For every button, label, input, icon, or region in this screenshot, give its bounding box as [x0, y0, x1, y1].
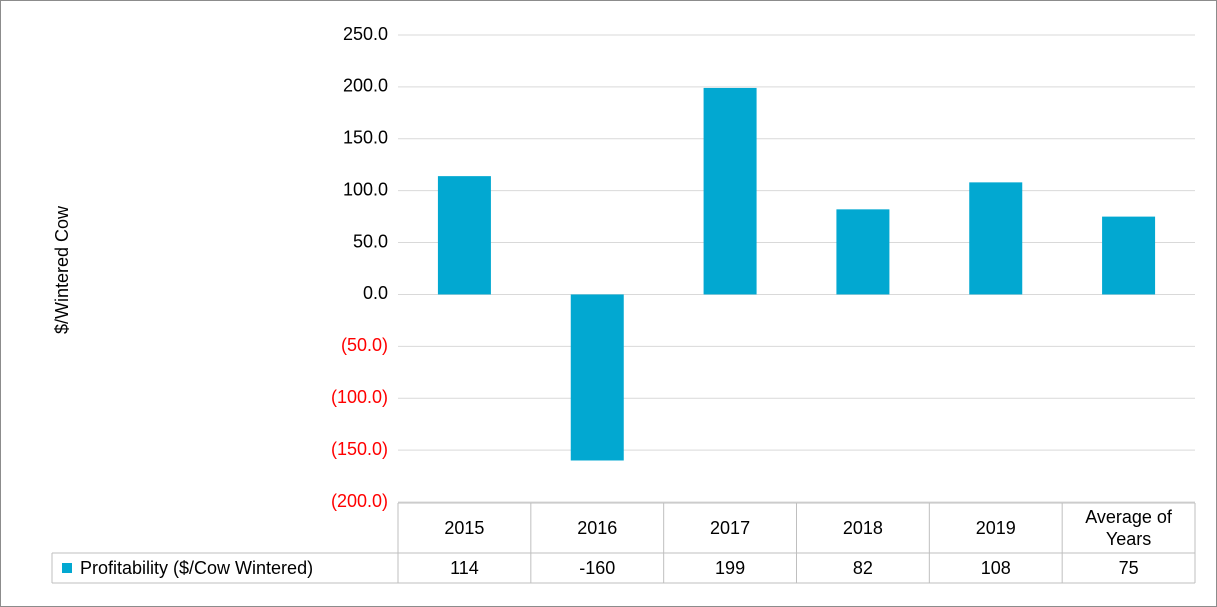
category-cell: Average of Years [1062, 503, 1195, 553]
category-cell-box: 2019 [929, 503, 1062, 553]
x-tick-label: 2015 [444, 518, 485, 538]
y-axis-title: $/Wintered Cow [52, 205, 72, 334]
y-tick-label: 200.0 [343, 76, 388, 96]
category-cell: 2015 [398, 503, 531, 553]
category-cell-box: 2017 [664, 503, 797, 553]
category-cell: 2018 [797, 503, 930, 553]
x-tick-label: Average of Years [1085, 507, 1172, 549]
y-tick-label: (100.0) [331, 387, 388, 407]
table-value: -160 [579, 558, 615, 578]
table-value: 75 [1119, 558, 1139, 578]
bar [570, 294, 624, 461]
table-value: 108 [981, 558, 1011, 578]
table-value: 114 [450, 558, 479, 578]
category-cell-box: Average of Years [1062, 503, 1195, 553]
x-tick-label: 2017 [710, 518, 751, 538]
category-cell: 2019 [929, 503, 1062, 553]
y-tick-label: 100.0 [343, 179, 388, 199]
y-tick-label: 250.0 [343, 24, 388, 44]
x-tick-label: 2019 [975, 518, 1016, 538]
y-tick-label: (150.0) [331, 439, 388, 459]
bar [969, 182, 1023, 295]
table-value: 82 [853, 558, 873, 578]
y-tick-label: 50.0 [353, 231, 388, 251]
bar [1102, 216, 1156, 295]
category-cell: 2016 [531, 503, 664, 553]
category-cell: 2017 [664, 503, 797, 553]
category-cell-box: 2016 [531, 503, 664, 553]
x-tick-label: 2016 [577, 518, 618, 538]
category-cell-box: 2015 [398, 503, 531, 553]
bar [836, 209, 890, 295]
y-tick-label: (50.0) [341, 335, 388, 355]
y-tick-label: 150.0 [343, 128, 388, 148]
legend-key [62, 563, 72, 573]
legend-label: Profitability ($/Cow Wintered) [80, 558, 313, 578]
y-tick-label: 0.0 [363, 283, 388, 303]
bar [703, 87, 757, 295]
y-tick-label: (200.0) [331, 491, 388, 511]
bar [437, 176, 491, 295]
table-value: 199 [715, 558, 745, 578]
x-tick-label: 2018 [842, 518, 883, 538]
category-cell-box: 2018 [797, 503, 930, 553]
